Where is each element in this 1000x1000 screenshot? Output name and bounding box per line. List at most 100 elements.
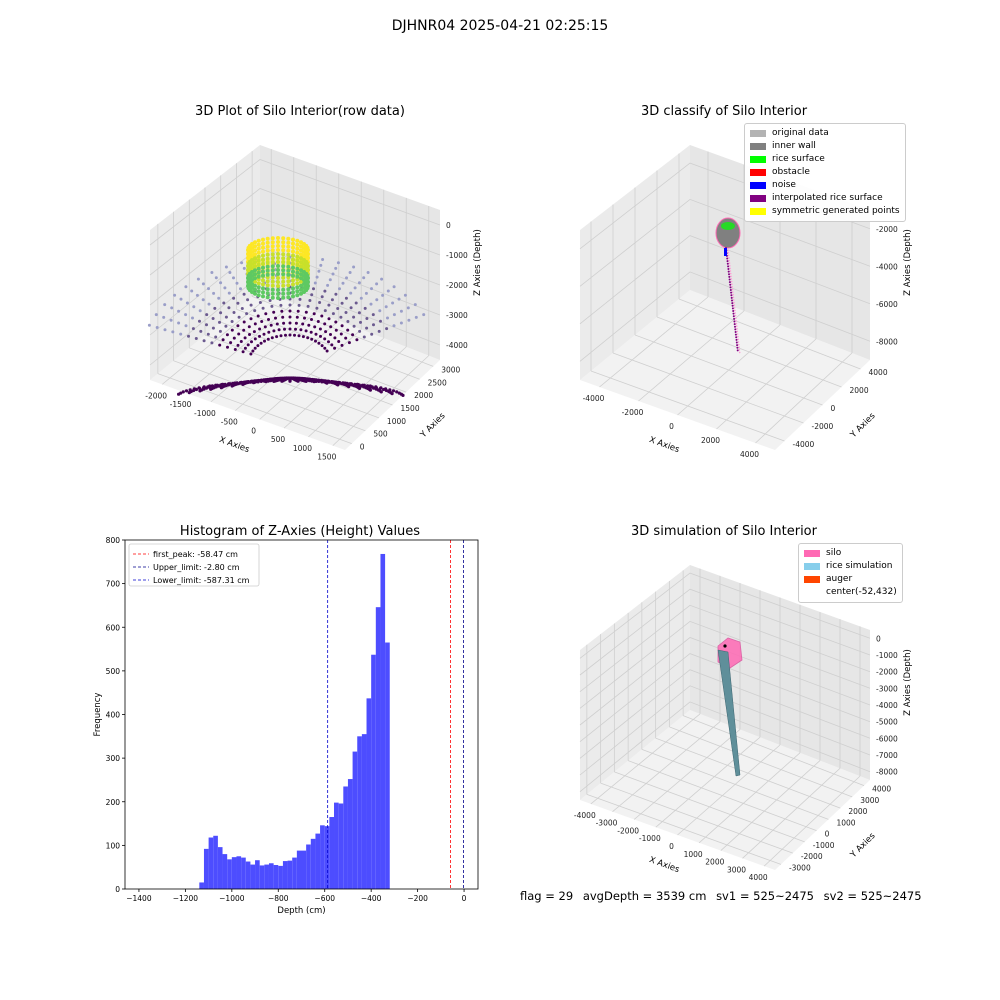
legend-label: first_peak: -58.47 cm bbox=[153, 550, 238, 559]
avg-depth-text: avgDepth = 3539 cm bbox=[582, 889, 707, 903]
data-point bbox=[315, 275, 319, 279]
interpolated-point bbox=[734, 333, 737, 336]
y-tick-label: -4000 bbox=[793, 440, 815, 449]
data-point bbox=[230, 320, 234, 323]
x-gridline bbox=[655, 736, 761, 828]
data-point bbox=[242, 292, 246, 296]
z-gridline bbox=[579, 604, 871, 693]
interpolated-point bbox=[729, 289, 732, 291]
histogram-bar bbox=[343, 786, 348, 889]
x-tick-label: −1200 bbox=[173, 894, 199, 903]
data-point bbox=[241, 381, 245, 385]
data-point bbox=[270, 252, 275, 257]
data-point bbox=[276, 264, 280, 268]
z-tick-label: -3000 bbox=[876, 684, 898, 693]
data-point bbox=[314, 332, 318, 336]
data-point bbox=[295, 293, 300, 298]
data-point bbox=[299, 256, 303, 261]
data-point bbox=[265, 260, 270, 265]
data-point bbox=[274, 316, 277, 320]
interpolated-point bbox=[735, 338, 738, 341]
data-point bbox=[334, 292, 338, 296]
data-point bbox=[256, 344, 260, 348]
data-point bbox=[312, 380, 316, 384]
z-gridline bbox=[579, 620, 871, 709]
data-point bbox=[261, 253, 265, 258]
y-tick-label: 400 bbox=[106, 711, 121, 720]
data-point bbox=[380, 277, 384, 281]
symmetric-point bbox=[732, 293, 734, 296]
interpolated-point bbox=[730, 294, 733, 297]
data-point bbox=[256, 238, 261, 243]
data-point bbox=[212, 291, 216, 295]
data-point bbox=[270, 264, 275, 269]
data-point bbox=[355, 338, 359, 342]
data-point bbox=[240, 307, 244, 310]
data-point bbox=[298, 297, 302, 301]
z-gridline bbox=[149, 246, 441, 336]
legend-swatch bbox=[750, 208, 766, 215]
y-tick-label: 3000 bbox=[441, 365, 460, 374]
data-point bbox=[188, 388, 192, 392]
panel-title-histogram: Histogram of Z-Axies (Height) Values bbox=[179, 524, 421, 539]
data-point bbox=[184, 313, 188, 317]
data-point bbox=[291, 265, 295, 270]
z-gridline bbox=[579, 685, 871, 776]
data-point bbox=[352, 324, 356, 328]
x-gridline bbox=[763, 775, 861, 867]
data-point bbox=[346, 320, 350, 323]
legend-swatch bbox=[804, 589, 820, 596]
data-point bbox=[269, 379, 273, 383]
raw-data-3d-plot: -2000-1500-1000-500050010001500050010001… bbox=[145, 145, 483, 460]
data-point bbox=[249, 303, 253, 307]
data-point bbox=[295, 254, 300, 259]
data-point bbox=[265, 236, 270, 241]
histogram-bar bbox=[301, 850, 307, 889]
data-point bbox=[232, 296, 236, 300]
symmetric-point bbox=[737, 341, 740, 343]
data-point bbox=[211, 326, 215, 330]
data-point bbox=[270, 295, 275, 300]
data-point bbox=[279, 334, 283, 338]
data-point bbox=[245, 380, 249, 384]
data-point bbox=[179, 297, 183, 301]
data-point bbox=[295, 266, 300, 271]
y-gridline bbox=[586, 793, 782, 865]
data-point bbox=[375, 282, 379, 286]
data-point bbox=[397, 391, 401, 395]
data-point bbox=[248, 380, 252, 384]
symmetric-point bbox=[735, 325, 738, 327]
y-tick-label: 1000 bbox=[387, 417, 406, 426]
data-point bbox=[192, 305, 196, 309]
y-tick-label: 1500 bbox=[401, 404, 420, 413]
interpolated-point bbox=[735, 341, 738, 344]
data-point bbox=[256, 270, 261, 275]
data-point bbox=[191, 316, 194, 320]
legend-item: symmetric generated points bbox=[750, 205, 900, 218]
data-point bbox=[344, 336, 348, 340]
data-point bbox=[323, 346, 327, 350]
data-point bbox=[397, 297, 401, 301]
data-point bbox=[265, 244, 270, 249]
data-point bbox=[369, 302, 373, 306]
data-point bbox=[190, 289, 194, 293]
symmetric-point bbox=[733, 301, 735, 304]
data-point bbox=[223, 286, 227, 290]
noise-points bbox=[724, 248, 727, 256]
y-tick-label: 800 bbox=[106, 536, 121, 545]
data-point bbox=[286, 272, 291, 277]
data-point bbox=[336, 307, 340, 310]
data-point bbox=[299, 279, 303, 284]
x-tick-label: 2000 bbox=[705, 858, 724, 867]
data-point bbox=[219, 311, 223, 315]
data-point bbox=[264, 312, 268, 316]
data-point bbox=[288, 315, 292, 319]
data-point bbox=[386, 316, 389, 320]
symmetric-point bbox=[738, 349, 741, 351]
status-footer: flag = 29 avgDepth = 3539 cm sv1 = 525~2… bbox=[520, 889, 928, 903]
data-point bbox=[272, 310, 276, 314]
interpolated-point bbox=[732, 310, 735, 312]
data-point bbox=[252, 330, 256, 334]
figure-title: DJHNR04 2025-04-21 02:25:15 bbox=[391, 18, 609, 34]
data-point bbox=[239, 287, 242, 291]
